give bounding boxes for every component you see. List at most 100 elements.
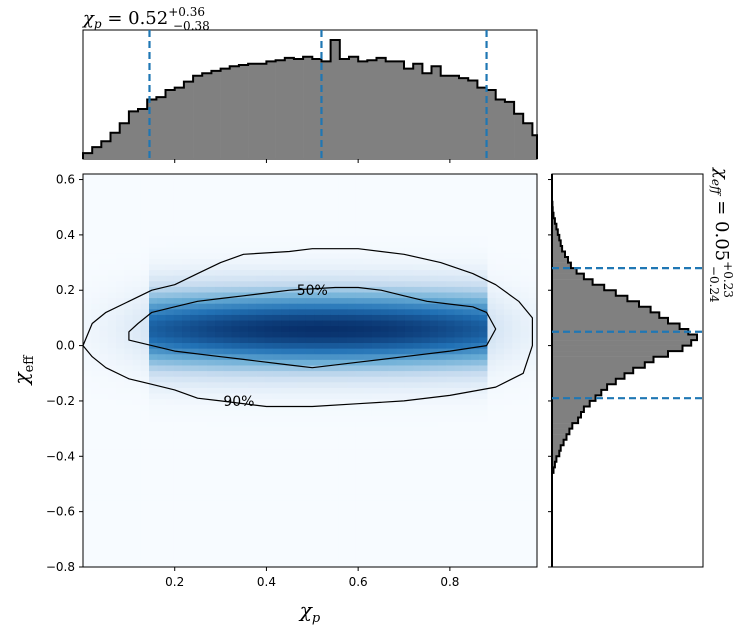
heatmap-cell — [512, 269, 522, 276]
top-hist-bar — [495, 99, 506, 159]
heatmap-cell — [322, 348, 332, 355]
heatmap-cell — [198, 179, 208, 186]
heatmap-cell — [396, 392, 406, 400]
heatmap-cell — [239, 348, 249, 355]
heatmap-cell — [512, 179, 522, 186]
heatmap-cell — [231, 527, 241, 534]
heatmap-cell — [338, 308, 348, 315]
right-hist-bar — [552, 362, 645, 368]
heatmap-cell — [272, 196, 282, 203]
heatmap-cell — [297, 241, 307, 248]
heatmap-cell — [512, 185, 522, 192]
heatmap-cell — [421, 482, 431, 489]
heatmap-cell — [421, 555, 431, 562]
heatmap-cell — [91, 454, 101, 461]
heatmap-cell — [421, 286, 431, 293]
heatmap-cell — [503, 516, 513, 523]
heatmap-cell — [413, 404, 423, 411]
heatmap-cell — [132, 392, 142, 400]
heatmap-cell — [396, 522, 406, 529]
heatmap-cell — [231, 291, 241, 299]
heatmap-cell — [355, 544, 365, 551]
heatmap-cell — [396, 555, 406, 562]
heatmap-cell — [446, 437, 456, 445]
heatmap-cell — [91, 471, 101, 478]
heatmap-cell — [239, 303, 249, 310]
heatmap-cell — [413, 218, 423, 226]
heatmap-cell — [140, 280, 150, 287]
heatmap-cell — [520, 213, 530, 220]
heatmap-cell — [223, 516, 233, 523]
heatmap-cell — [206, 185, 216, 192]
heatmap-cell — [248, 510, 257, 518]
heatmap-cell — [470, 280, 480, 287]
heatmap-cell — [281, 561, 290, 568]
heatmap-cell — [347, 533, 356, 540]
heatmap-cell — [371, 185, 381, 192]
heatmap-cell — [173, 516, 183, 523]
heatmap-cell — [190, 342, 200, 349]
heatmap-cell — [124, 482, 134, 489]
heatmap-cell — [512, 252, 522, 259]
heatmap-cell — [462, 342, 472, 349]
heatmap-cell — [289, 258, 299, 265]
heatmap-cell — [495, 527, 505, 534]
heatmap-cell — [512, 280, 522, 287]
heatmap-cell — [388, 342, 398, 349]
heatmap-cell — [413, 202, 423, 209]
heatmap-cell — [479, 477, 489, 484]
right-hist-bar — [552, 345, 683, 352]
heatmap-cell — [429, 516, 439, 523]
heatmap-cell — [355, 269, 365, 276]
heatmap-cell — [140, 213, 150, 220]
heatmap-cell — [264, 392, 274, 400]
heatmap-cell — [297, 538, 307, 546]
heatmap-cell — [404, 196, 414, 203]
heatmap-cell — [347, 174, 356, 181]
heatmap-cell — [190, 437, 200, 445]
heatmap-cell — [503, 522, 513, 529]
heatmap-cell — [83, 443, 92, 450]
heatmap-cell — [503, 185, 513, 192]
heatmap-cell — [91, 359, 101, 366]
heatmap-cell — [223, 342, 233, 349]
heatmap-cell — [330, 454, 340, 461]
heatmap-cell — [404, 359, 414, 366]
heatmap-cell — [314, 353, 323, 360]
heatmap-cell — [470, 370, 480, 377]
heatmap-cell — [157, 516, 167, 523]
heatmap-cell — [355, 505, 365, 512]
heatmap-cell — [116, 443, 125, 450]
heatmap-cell — [470, 246, 480, 254]
heatmap-cell — [338, 426, 348, 433]
heatmap-cell — [462, 432, 472, 439]
heatmap-cell — [421, 494, 431, 501]
heatmap-cell — [388, 202, 398, 209]
heatmap-cell — [198, 437, 208, 445]
contour-label: 90% — [223, 394, 254, 410]
right-hist-bar — [552, 406, 584, 413]
heatmap-cell — [264, 409, 274, 417]
heatmap-cell — [206, 207, 216, 214]
heatmap-cell — [256, 437, 266, 445]
heatmap-cell — [520, 488, 530, 495]
heatmap-cell — [289, 538, 299, 546]
heatmap-cell — [272, 230, 282, 237]
heatmap-cell — [297, 449, 307, 456]
heatmap-cell — [487, 364, 497, 372]
heatmap-cell — [363, 230, 373, 237]
heatmap-cell — [91, 376, 101, 383]
heatmap-cell — [190, 477, 200, 484]
heatmap-cell — [107, 432, 117, 439]
heatmap-cell — [198, 364, 208, 372]
heatmap-cell — [470, 494, 480, 501]
heatmap-cell — [503, 291, 513, 299]
heatmap-cell — [215, 538, 224, 546]
heatmap-cell — [479, 185, 489, 192]
right-hist-bar — [552, 295, 628, 302]
heatmap-cell — [198, 544, 208, 551]
y-tick-label: −0.4 — [46, 449, 75, 463]
heatmap-cell — [421, 426, 431, 433]
heatmap-cell — [347, 527, 356, 534]
heatmap-cell — [520, 370, 530, 377]
